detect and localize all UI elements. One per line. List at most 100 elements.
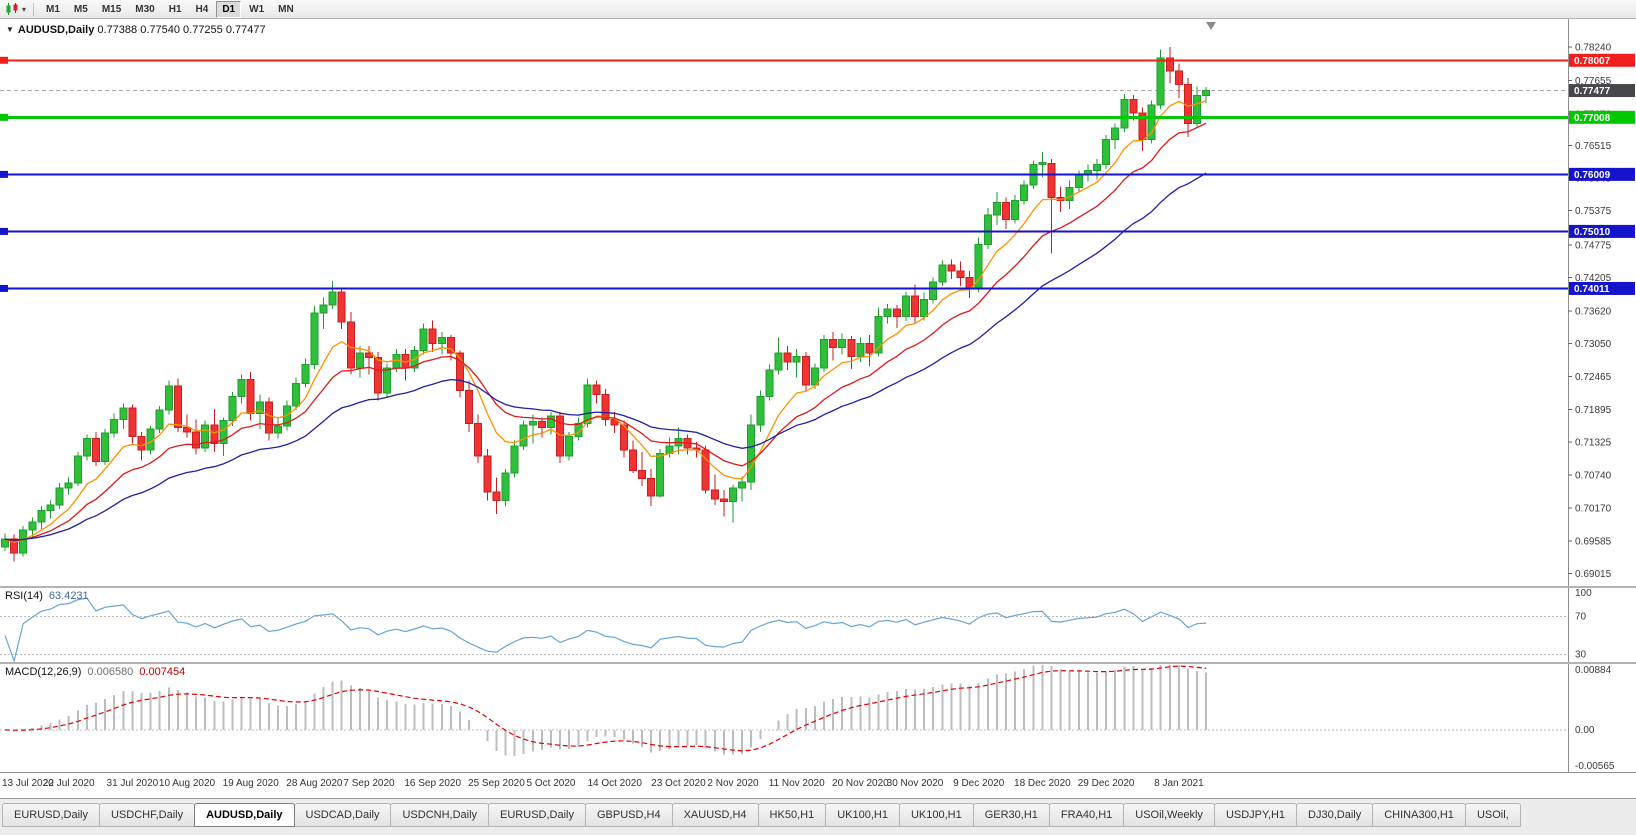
price-level-badge: 0.78007 bbox=[1569, 53, 1635, 67]
rsi-axis-tick: 70 bbox=[1575, 611, 1587, 622]
chart-tab-xauusd-h4[interactable]: XAUUSD,H4 bbox=[671, 803, 759, 827]
price-axis-tick: 0.69015 bbox=[1575, 569, 1612, 580]
chart-tab-audusd-daily[interactable]: AUDUSD,Daily bbox=[194, 803, 295, 827]
price-level-badge: 0.77477 bbox=[1569, 84, 1635, 98]
macd-main-value: 0.006580 bbox=[87, 666, 134, 678]
chart-tab-usdcad-daily[interactable]: USDCAD,Daily bbox=[293, 803, 392, 827]
chart-tab-dj30-daily[interactable]: DJ30,Daily bbox=[1296, 803, 1374, 827]
chart-tab-ger30-h1[interactable]: GER30,H1 bbox=[972, 803, 1050, 827]
price-level-badge: 0.76009 bbox=[1569, 167, 1635, 181]
timeframe-button-m5[interactable]: M5 bbox=[73, 3, 88, 15]
chart-type-button[interactable]: ▾ bbox=[3, 1, 28, 18]
time-axis-label: 28 Aug 2020 bbox=[286, 778, 343, 789]
time-axis-label: 14 Oct 2020 bbox=[587, 778, 642, 789]
rsi-axis-tick: 100 bbox=[1575, 588, 1592, 599]
time-axis-label: 31 Jul 2020 bbox=[106, 778, 159, 789]
price-axis-tick: 0.69585 bbox=[1575, 537, 1612, 548]
time-axis-label: 30 Nov 2020 bbox=[886, 778, 944, 789]
toolbar-separator bbox=[33, 2, 35, 16]
price-axis-tick: 0.74775 bbox=[1575, 240, 1612, 251]
time-axis-label: 5 Oct 2020 bbox=[526, 778, 576, 789]
time-axis-label: 10 Aug 2020 bbox=[158, 778, 216, 789]
timeframe-button-w1[interactable]: W1 bbox=[249, 3, 265, 15]
svg-text:0.77477: 0.77477 bbox=[1574, 86, 1611, 97]
moving-average-line-32[interactable] bbox=[4, 172, 1207, 541]
level-left-marker[interactable] bbox=[0, 170, 8, 178]
time-axis-label: 29 Dec 2020 bbox=[1077, 778, 1135, 789]
price-axis-tick: 0.76515 bbox=[1575, 141, 1612, 152]
time-axis-label: 9 Dec 2020 bbox=[953, 778, 1005, 789]
chart-tab-uk100-h1[interactable]: UK100,H1 bbox=[825, 803, 900, 827]
rsi-axis-tick: 30 bbox=[1575, 649, 1587, 660]
chart-tab-hk50-h1[interactable]: HK50,H1 bbox=[757, 803, 827, 827]
chart-tab-gbpusd-h4[interactable]: GBPUSD,H4 bbox=[585, 803, 673, 827]
price-axis-tick: 0.73620 bbox=[1575, 306, 1612, 317]
chart-tab-fra40-h1[interactable]: FRA40,H1 bbox=[1048, 803, 1125, 827]
chart-tab-eurusd-daily[interactable]: EURUSD,Daily bbox=[2, 803, 100, 827]
rsi-indicator-label: RSI(14) 63.4231 bbox=[5, 590, 89, 602]
chart-tab-usdjpy-h1[interactable]: USDJPY,H1 bbox=[1213, 803, 1298, 827]
timeframe-button-mn[interactable]: MN bbox=[278, 3, 294, 15]
chart-tab-usoil-weekly[interactable]: USOil,Weekly bbox=[1123, 803, 1215, 827]
chart-tab-usoil[interactable]: USOil, bbox=[1464, 803, 1521, 827]
timeframe-button-m15[interactable]: M15 bbox=[101, 3, 122, 15]
chart-symbol-label: AUDUSD,Daily bbox=[17, 24, 95, 36]
time-axis-label: 13 Jul 2020 bbox=[2, 778, 54, 789]
timeframe-button-h1[interactable]: H1 bbox=[168, 3, 182, 15]
chart-shift-marker-icon[interactable] bbox=[1206, 22, 1216, 30]
svg-text:0.78007: 0.78007 bbox=[1574, 56, 1611, 67]
timeframe-button-m30[interactable]: M30 bbox=[135, 3, 155, 15]
timeframe-button-m1[interactable]: M1 bbox=[46, 3, 60, 15]
chart-tab-china300-h1[interactable]: CHINA300,H1 bbox=[1372, 803, 1466, 827]
panel-resize-handle[interactable] bbox=[0, 586, 1636, 588]
price-axis-tick: 0.78240 bbox=[1575, 42, 1612, 53]
candlestick-series bbox=[1, 46, 1211, 562]
candlestick-chart-icon bbox=[6, 3, 18, 15]
chart-tab-usdchf-daily[interactable]: USDCHF,Daily bbox=[98, 803, 196, 827]
time-axis-border bbox=[0, 772, 1636, 773]
price-axis-tick: 0.73050 bbox=[1575, 339, 1612, 350]
level-left-marker[interactable] bbox=[0, 113, 8, 121]
moving-average-line-8[interactable] bbox=[4, 100, 1207, 543]
rsi-value: 63.4231 bbox=[48, 590, 89, 602]
macd-chart-canvas[interactable]: 0.00884 0.00 -0.00565 bbox=[0, 664, 1636, 772]
panel-resize-handle[interactable] bbox=[0, 662, 1636, 664]
time-axis-label: 25 Sep 2020 bbox=[468, 778, 525, 789]
level-left-marker[interactable] bbox=[0, 56, 8, 64]
chart-ohlc-values: 0.77388 0.77540 0.77255 0.77477 bbox=[97, 24, 266, 36]
time-axis-label: 7 Sep 2020 bbox=[343, 778, 395, 789]
price-chart-canvas[interactable]: 0.782400.776550.770700.765150.759450.753… bbox=[0, 19, 1636, 586]
chart-header: ▼ AUDUSD,Daily 0.77388 0.77540 0.77255 0.… bbox=[6, 24, 266, 36]
level-left-marker[interactable] bbox=[0, 227, 8, 235]
price-axis-tick: 0.70740 bbox=[1575, 471, 1612, 482]
rsi-chart-canvas[interactable]: 100 70 30 bbox=[0, 588, 1636, 664]
price-axis-tick: 0.74205 bbox=[1575, 273, 1612, 284]
svg-text:0.74011: 0.74011 bbox=[1574, 284, 1610, 295]
macd-indicator-label: MACD(12,26,9) 0.006580 0.007454 bbox=[5, 666, 185, 678]
price-axis-tick: 0.71895 bbox=[1575, 405, 1612, 416]
price-chart-svg: 0.782400.776550.770700.765150.759450.753… bbox=[0, 19, 1635, 586]
timeframes-toolbar: ▾ M1 M5 M15 M30 H1 H4 D1 W1 MN bbox=[0, 0, 1636, 19]
time-axis-label: 18 Dec 2020 bbox=[1014, 778, 1071, 789]
collapse-triangle-icon[interactable]: ▼ bbox=[6, 25, 14, 34]
chevron-down-icon: ▾ bbox=[22, 4, 27, 14]
chart-tab-usdcnh-daily[interactable]: USDCNH,Daily bbox=[390, 803, 490, 827]
chart-tab-eurusd-daily[interactable]: EURUSD,Daily bbox=[488, 803, 586, 827]
price-axis-tick: 0.77655 bbox=[1575, 76, 1612, 87]
moving-average-line-16[interactable] bbox=[4, 122, 1207, 542]
price-level-badge: 0.74011 bbox=[1569, 281, 1635, 295]
time-axis[interactable]: 13 Jul 2020 22 Jul 2020 31 Jul 2020 10 Aug … bbox=[0, 774, 1636, 796]
timeframe-button-d1[interactable]: D1 bbox=[216, 0, 242, 18]
price-axis-tick: 0.75375 bbox=[1575, 206, 1612, 217]
time-axis-label: 2 Nov 2020 bbox=[707, 778, 759, 789]
macd-histogram bbox=[13, 665, 1208, 756]
rsi-chart-svg: 100 70 30 bbox=[0, 588, 1592, 664]
price-axis-tick: 0.71325 bbox=[1575, 437, 1612, 448]
timeframe-button-h4[interactable]: H4 bbox=[195, 3, 209, 15]
level-left-marker[interactable] bbox=[0, 284, 8, 292]
time-axis-label: 22 Jul 2020 bbox=[42, 778, 95, 789]
chart-tab-uk100-h1[interactable]: UK100,H1 bbox=[898, 803, 974, 827]
macd-axis-tick: -0.00565 bbox=[1575, 761, 1615, 772]
time-axis-label: 19 Aug 2020 bbox=[222, 778, 279, 789]
